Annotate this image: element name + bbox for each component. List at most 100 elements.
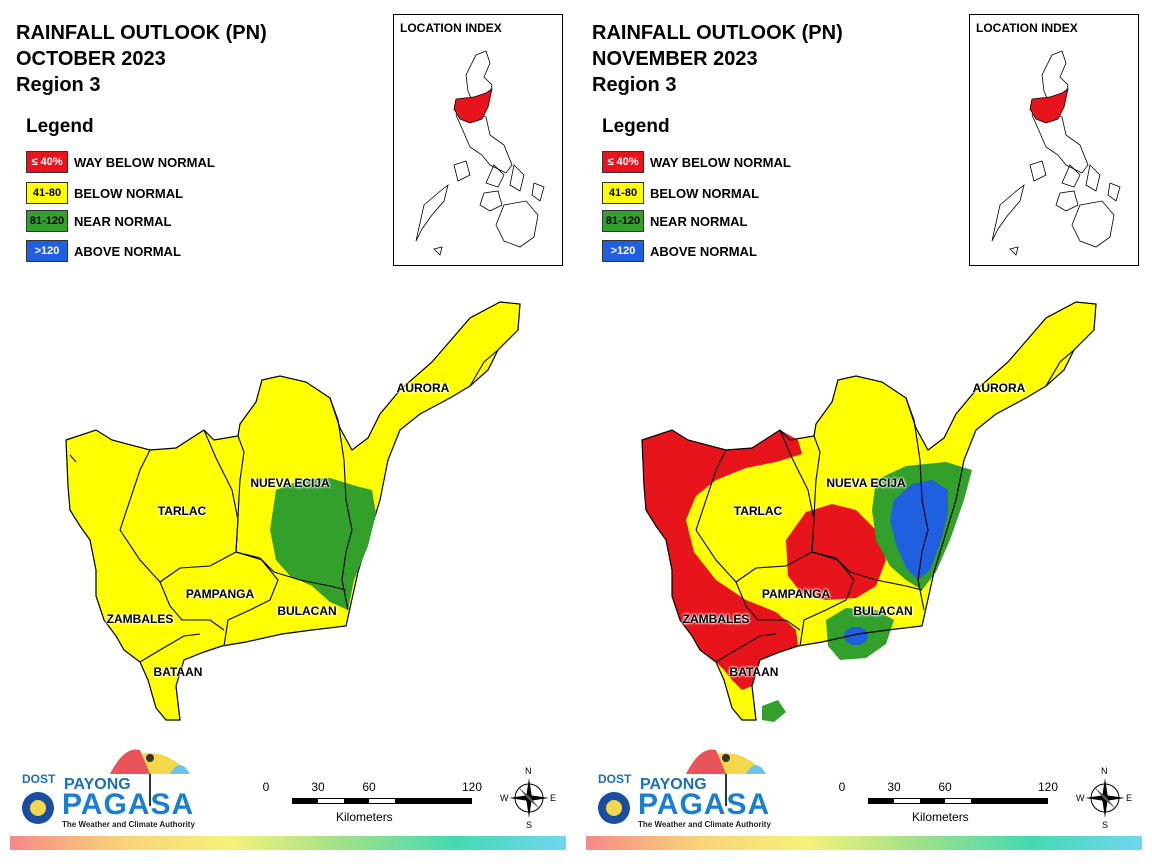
legend-swatch: ≤ 40% bbox=[26, 151, 68, 173]
label-zambales: ZAMBALES bbox=[106, 612, 174, 626]
legend-item-above: >120 ABOVE NORMAL bbox=[26, 240, 181, 262]
footer-gradient-bar bbox=[586, 836, 1142, 850]
scale-tick: 0 bbox=[838, 780, 846, 794]
red-zone-central bbox=[786, 504, 886, 600]
scale-tick: 60 bbox=[938, 780, 952, 794]
label-zambales: ZAMBALES bbox=[682, 612, 750, 626]
legend-label: NEAR NORMAL bbox=[74, 213, 172, 229]
blue-zone-bulacan bbox=[844, 627, 868, 645]
legend-swatch: 41-80 bbox=[26, 182, 68, 204]
green-zone-bataan bbox=[762, 700, 786, 722]
scale-bar-graphic bbox=[292, 798, 472, 804]
label-aurora: AURORA bbox=[396, 381, 450, 395]
label-pampanga: PAMPANGA bbox=[185, 587, 255, 601]
compass-s: S bbox=[1102, 820, 1109, 830]
legend-label: BELOW NORMAL bbox=[650, 185, 760, 201]
logo-pagasa: PAGASA bbox=[62, 788, 195, 821]
legend-swatch: 41-80 bbox=[602, 182, 644, 204]
label-bataan: BATAAN bbox=[153, 665, 203, 679]
legend-title: Legend bbox=[26, 116, 94, 137]
logo-dost: DOST bbox=[22, 772, 56, 786]
title-month: OCTOBER 2023 bbox=[16, 48, 166, 70]
philippines-outline-map bbox=[991, 50, 1121, 256]
compass-w: W bbox=[1076, 793, 1085, 803]
compass-e: E bbox=[1126, 793, 1133, 803]
logo-tagline: The Weather and Climate Authority bbox=[62, 820, 195, 829]
scale-tick: 60 bbox=[362, 780, 376, 794]
logo-dost: DOST bbox=[598, 772, 632, 786]
scale-unit: Kilometers bbox=[912, 810, 969, 824]
title-line-1: RAINFALL OUTLOOK (PN) bbox=[592, 22, 843, 44]
legend-label: BELOW NORMAL bbox=[74, 185, 184, 201]
compass-n: N bbox=[525, 766, 532, 776]
legend-item-above: >120 ABOVE NORMAL bbox=[602, 240, 757, 262]
legend-label: ABOVE NORMAL bbox=[650, 243, 757, 259]
compass-e: E bbox=[550, 793, 557, 803]
label-bataan: BATAAN bbox=[729, 665, 779, 679]
label-bulacan: BULACAN bbox=[277, 604, 337, 618]
logo-tagline: The Weather and Climate Authority bbox=[638, 820, 771, 829]
legend-label: ABOVE NORMAL bbox=[74, 243, 181, 259]
title-line-1: RAINFALL OUTLOOK (PN) bbox=[16, 22, 267, 44]
label-nueva-ecija: NUEVA ECIJA bbox=[826, 476, 906, 490]
october-rainfall-map bbox=[65, 301, 521, 721]
legend-swatch: 81-120 bbox=[26, 210, 68, 232]
november-rainfall-map bbox=[641, 301, 1097, 722]
label-nueva-ecija: NUEVA ECIJA bbox=[250, 476, 330, 490]
label-aurora: AURORA bbox=[972, 381, 1026, 395]
title-region: Region 3 bbox=[592, 74, 677, 96]
pagasa-logo: DOST PAYONG PAGASA The Weather and Clima… bbox=[18, 742, 198, 832]
compass-w: W bbox=[500, 793, 509, 803]
legend-title: Legend bbox=[602, 116, 670, 137]
scale-tick: 30 bbox=[311, 780, 325, 794]
map-title: RAINFALL OUTLOOK (PN) NOVEMBER 2023 Regi… bbox=[592, 20, 843, 98]
legend-label: WAY BELOW NORMAL bbox=[74, 154, 215, 170]
legend-swatch: >120 bbox=[602, 240, 644, 262]
location-index-inset: LOCATION INDEX bbox=[969, 14, 1139, 266]
november-panel: RAINFALL OUTLOOK (PN) NOVEMBER 2023 Regi… bbox=[576, 0, 1152, 864]
scale-tick: 0 bbox=[262, 780, 270, 794]
october-panel: RAINFALL OUTLOOK (PN) OCTOBER 2023 Regio… bbox=[10, 14, 566, 850]
logo-payong: PAYONG bbox=[64, 776, 131, 793]
title-region: Region 3 bbox=[16, 74, 101, 96]
compass-rose-icon: N S E W bbox=[500, 766, 558, 830]
scale-tick: 120 bbox=[461, 780, 483, 794]
scale-tick: 30 bbox=[887, 780, 901, 794]
legend-label: WAY BELOW NORMAL bbox=[650, 154, 791, 170]
scale-bar-graphic bbox=[868, 798, 1048, 804]
inset-title: LOCATION INDEX bbox=[976, 21, 1078, 35]
legend-item-way-below: ≤ 40% WAY BELOW NORMAL bbox=[26, 151, 215, 173]
label-tarlac: TARLAC bbox=[157, 504, 207, 518]
legend-item-below: 41-80 BELOW NORMAL bbox=[26, 182, 183, 204]
map-title: RAINFALL OUTLOOK (PN) OCTOBER 2023 Regio… bbox=[16, 20, 267, 98]
blue-zone-east bbox=[890, 480, 948, 580]
scale-bar: 0 30 60 120 Kilometers bbox=[838, 780, 1062, 830]
red-zone-west bbox=[642, 430, 802, 690]
pagasa-logo: DOST PAYONG PAGASA The Weather and Clima… bbox=[594, 742, 774, 832]
label-tarlac: TARLAC bbox=[733, 504, 783, 518]
legend-item-near: 81-120 NEAR NORMAL bbox=[602, 210, 748, 232]
legend-item-below: 41-80 BELOW NORMAL bbox=[602, 182, 759, 204]
scale-unit: Kilometers bbox=[336, 810, 393, 824]
label-bulacan: BULACAN bbox=[853, 604, 913, 618]
scale-bar: 0 30 60 120 Kilometers bbox=[262, 780, 486, 830]
legend-swatch: 81-120 bbox=[602, 210, 644, 232]
compass-n: N bbox=[1101, 766, 1108, 776]
title-month: NOVEMBER 2023 bbox=[592, 48, 758, 70]
compass-s: S bbox=[526, 820, 533, 830]
compass-rose-icon: N S E W bbox=[1076, 766, 1134, 830]
scale-tick: 120 bbox=[1037, 780, 1059, 794]
legend-swatch: ≤ 40% bbox=[602, 151, 644, 173]
legend-swatch: >120 bbox=[26, 240, 68, 262]
legend-item-near: 81-120 NEAR NORMAL bbox=[26, 210, 172, 232]
logo-pagasa: PAGASA bbox=[638, 788, 771, 821]
label-pampanga: PAMPANGA bbox=[761, 587, 831, 601]
inset-title: LOCATION INDEX bbox=[400, 21, 502, 35]
legend-item-way-below: ≤ 40% WAY BELOW NORMAL bbox=[602, 151, 791, 173]
location-index-inset: LOCATION INDEX bbox=[393, 14, 563, 266]
green-zone bbox=[270, 478, 376, 610]
philippines-outline-map bbox=[415, 50, 545, 256]
legend-label: NEAR NORMAL bbox=[650, 213, 748, 229]
logo-payong: PAYONG bbox=[640, 776, 707, 793]
footer-gradient-bar bbox=[10, 836, 566, 850]
